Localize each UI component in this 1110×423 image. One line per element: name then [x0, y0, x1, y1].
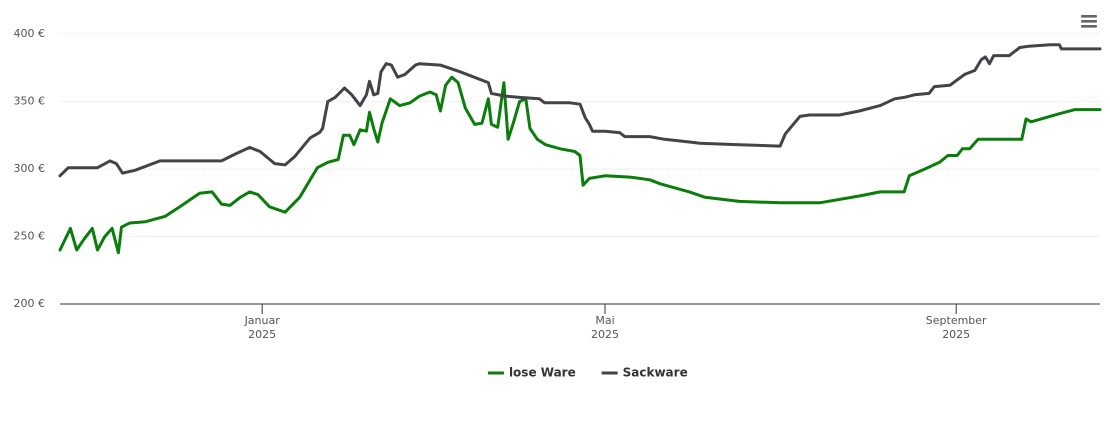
legend-item[interactable]: Sackware — [601, 366, 688, 380]
menu-bar — [1081, 20, 1097, 23]
legend-label: lose Ware — [509, 366, 576, 380]
x-tick-label: 2025 — [591, 328, 619, 341]
y-tick-label: 300 € — [14, 162, 46, 175]
x-tick-label: Januar — [244, 314, 281, 327]
y-tick-label: 350 € — [14, 95, 46, 108]
legend-item[interactable]: lose Ware — [487, 366, 576, 380]
menu-bar — [1081, 15, 1097, 18]
line-series — [58, 43, 1102, 178]
y-tick-label: 400 € — [14, 27, 46, 40]
y-tick-label: 200 € — [14, 297, 46, 310]
legend: lose Ware Sackware — [487, 366, 688, 380]
line-series — [58, 75, 1102, 255]
menu-button[interactable] — [1077, 11, 1101, 33]
menu-bar — [1081, 25, 1097, 28]
x-tick-label: Mai — [595, 314, 614, 327]
y-tick-label: 250 € — [14, 230, 46, 243]
x-tick-label: September — [926, 314, 987, 327]
x-tick-label: 2025 — [942, 328, 970, 341]
x-tick-label: 2025 — [248, 328, 276, 341]
legend-label: Sackware — [623, 366, 688, 380]
